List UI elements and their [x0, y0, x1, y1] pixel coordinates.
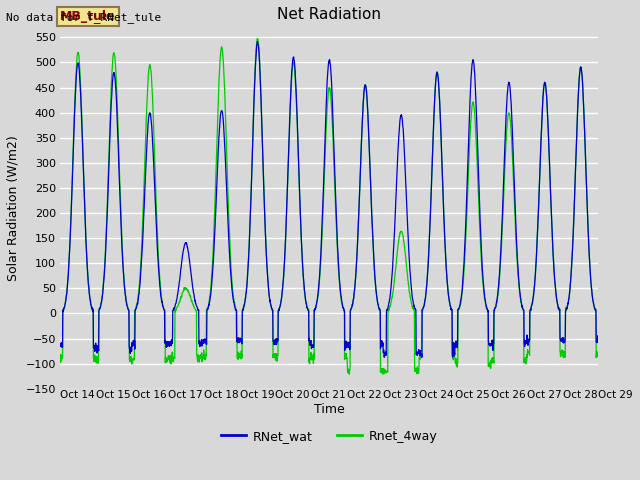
- Rnet_4way: [595, 353, 602, 359]
- Line: RNet_wat: RNet_wat: [60, 42, 598, 357]
- Rnet_4way: [253, 36, 261, 41]
- Legend: RNet_wat, Rnet_4way: RNet_wat, Rnet_4way: [216, 425, 442, 447]
- Y-axis label: Solar Radiation (W/m2): Solar Radiation (W/m2): [7, 135, 20, 281]
- Rnet_4way: [563, 307, 570, 312]
- RNet_wat: [253, 39, 261, 45]
- RNet_wat: [206, 295, 214, 301]
- RNet_wat: [486, 342, 494, 348]
- Rnet_4way: [206, 291, 214, 297]
- RNet_wat: [547, 209, 555, 215]
- RNet_wat: [380, 354, 388, 360]
- RNet_wat: [345, 339, 353, 345]
- Line: Rnet_4way: Rnet_4way: [60, 38, 598, 374]
- RNet_wat: [595, 340, 602, 346]
- RNet_wat: [56, 341, 64, 347]
- Rnet_4way: [346, 372, 353, 377]
- X-axis label: Time: Time: [314, 403, 344, 416]
- Rnet_4way: [357, 157, 365, 163]
- Rnet_4way: [56, 355, 64, 361]
- Text: No data for f_RNet_tule: No data for f_RNet_tule: [6, 12, 162, 23]
- RNet_wat: [563, 305, 570, 311]
- Title: Net Radiation: Net Radiation: [277, 7, 381, 22]
- Rnet_4way: [345, 369, 353, 375]
- Rnet_4way: [547, 210, 555, 216]
- Rnet_4way: [486, 361, 494, 367]
- RNet_wat: [356, 165, 364, 170]
- Text: MB_tule: MB_tule: [60, 10, 116, 23]
